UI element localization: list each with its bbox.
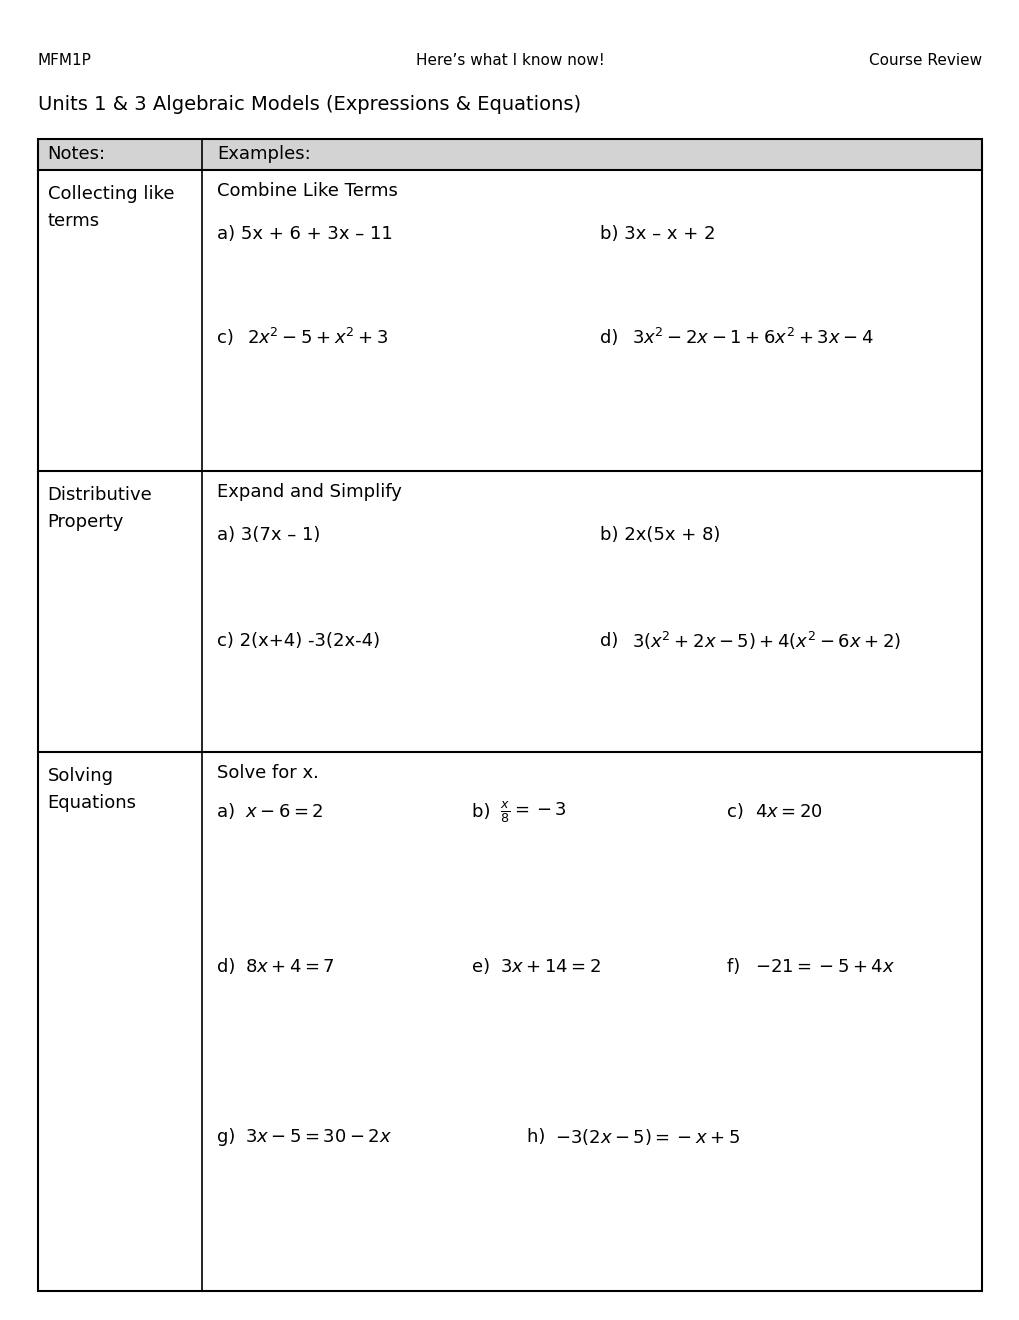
Text: $-21=-5+4x$: $-21=-5+4x$ <box>754 958 895 977</box>
Text: Notes:: Notes: <box>48 145 106 164</box>
Text: Collecting like
terms: Collecting like terms <box>48 185 174 230</box>
Text: $x-6=2$: $x-6=2$ <box>245 804 323 821</box>
Bar <box>38 139 981 170</box>
Text: Course Review: Course Review <box>868 53 981 67</box>
Text: Units 1 & 3 Algebraic Models (Expressions & Equations): Units 1 & 3 Algebraic Models (Expression… <box>38 95 580 114</box>
Text: $3x-5=30-2x$: $3x-5=30-2x$ <box>245 1129 391 1146</box>
Text: $-3(2x-5)=-x+5$: $-3(2x-5)=-x+5$ <box>554 1127 740 1147</box>
Text: f): f) <box>727 958 746 977</box>
Text: $3(x^2+2x-5)+4(x^2-6x+2)$: $3(x^2+2x-5)+4(x^2-6x+2)$ <box>631 630 900 652</box>
Text: c): c) <box>217 329 239 347</box>
Text: d): d) <box>217 958 240 977</box>
Text: Solving
Equations: Solving Equations <box>48 767 137 812</box>
Text: $3x^2-2x-1+6x^2+3x-4$: $3x^2-2x-1+6x^2+3x-4$ <box>631 329 872 348</box>
Text: MFM1P: MFM1P <box>38 53 92 67</box>
Text: $\frac{x}{8}=-3$: $\frac{x}{8}=-3$ <box>499 800 567 825</box>
Text: h): h) <box>527 1129 550 1146</box>
Text: $3x+14=2$: $3x+14=2$ <box>499 958 600 977</box>
Text: a) 5x + 6 + 3x – 11: a) 5x + 6 + 3x – 11 <box>217 226 392 243</box>
Text: $8x+4=7$: $8x+4=7$ <box>245 958 334 977</box>
Text: Examples:: Examples: <box>217 145 311 164</box>
Text: c) 2(x+4) -3(2x-4): c) 2(x+4) -3(2x-4) <box>217 632 380 651</box>
Text: Combine Like Terms: Combine Like Terms <box>217 182 397 201</box>
Text: Distributive
Property: Distributive Property <box>48 486 153 531</box>
Text: d): d) <box>599 632 629 651</box>
Text: d): d) <box>599 329 624 347</box>
Text: a): a) <box>217 804 240 821</box>
Text: a) 3(7x – 1): a) 3(7x – 1) <box>217 527 320 544</box>
Text: Here’s what I know now!: Here’s what I know now! <box>415 53 604 67</box>
Text: g): g) <box>217 1129 240 1146</box>
Text: Expand and Simplify: Expand and Simplify <box>217 483 401 502</box>
Text: b) 3x – x + 2: b) 3x – x + 2 <box>599 226 714 243</box>
Text: Solve for x.: Solve for x. <box>217 764 319 783</box>
Text: b) 2x(5x + 8): b) 2x(5x + 8) <box>599 527 719 544</box>
Bar <box>38 139 981 1291</box>
Text: b): b) <box>472 804 496 821</box>
Text: e): e) <box>472 958 495 977</box>
Text: $2x^2-5+x^2+3$: $2x^2-5+x^2+3$ <box>247 329 388 348</box>
Text: c): c) <box>727 804 749 821</box>
Text: $4x=20$: $4x=20$ <box>754 804 822 821</box>
